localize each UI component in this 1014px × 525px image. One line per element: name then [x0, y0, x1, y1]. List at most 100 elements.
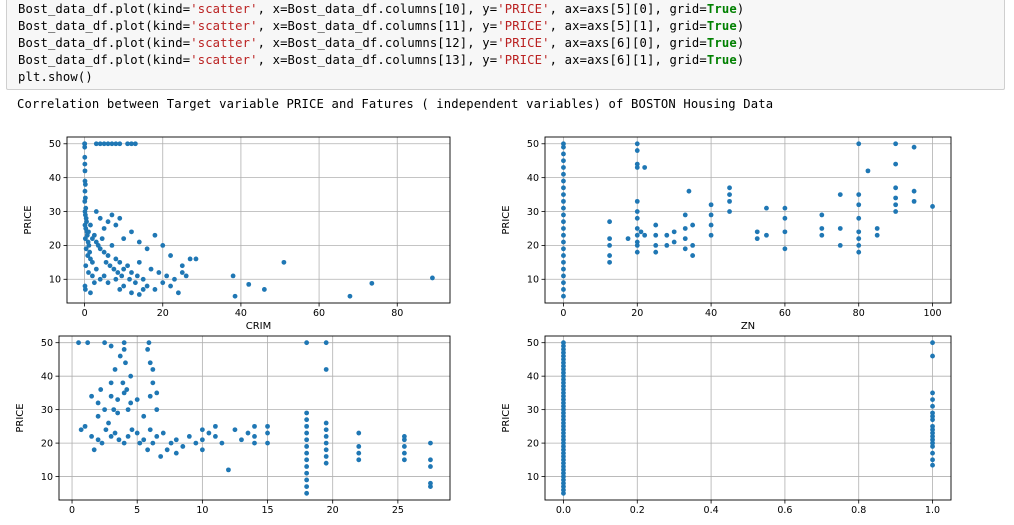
scatter-point [95, 413, 101, 419]
code-token: Bost_data_df.plot(kind= [18, 19, 191, 33]
scatter-point [561, 457, 566, 463]
scatter-point [634, 239, 640, 245]
x-tick-label: 10 [196, 505, 208, 516]
scatter-point [634, 215, 640, 221]
scatter-point [401, 450, 407, 456]
scatter-point [323, 434, 329, 439]
x-tick-label: 80 [853, 308, 865, 319]
scatter-point [856, 229, 862, 235]
scatter-point [856, 236, 862, 242]
scatter-point [164, 273, 170, 279]
scatter-point [105, 253, 111, 258]
scatter-point [607, 259, 612, 265]
scatter-point [129, 229, 134, 235]
scatter-point [561, 165, 566, 170]
scatter-point [129, 141, 134, 147]
scatter-point [82, 144, 88, 150]
scatter-point [117, 353, 123, 359]
scatter-point [561, 490, 566, 496]
scatter-point [113, 256, 119, 262]
y-tick-label: 50 [41, 338, 53, 349]
scatter-point [304, 430, 310, 436]
scatter-point [193, 440, 199, 446]
scatter-point [173, 450, 179, 456]
scatter-point [89, 434, 94, 439]
y-tick-label: 40 [527, 173, 539, 184]
scatter-point [634, 198, 640, 204]
code-keyword-token: True [706, 2, 737, 16]
scatter-point [561, 353, 566, 359]
scatter-point [82, 423, 88, 429]
scatter-point [634, 232, 640, 238]
scatter-point [90, 259, 95, 265]
y-tick-label: 50 [49, 139, 61, 150]
scatter-point [127, 276, 132, 282]
scatter-point [642, 232, 648, 238]
code-token: , ax=axs[6][1], grid= [549, 53, 707, 67]
scatter-point [179, 263, 185, 269]
scatter-point [428, 464, 433, 469]
scatter-point [123, 360, 128, 366]
scatter-point [856, 141, 862, 147]
scatter-point [561, 447, 566, 453]
scatter-point [561, 407, 566, 413]
scatter-point [819, 212, 825, 218]
scatter-point [86, 270, 91, 275]
code-line: Bost_data_df.plot(kind='scatter', x=Bost… [18, 1, 744, 18]
scatter-point [168, 253, 173, 258]
y-axis-label: PRICE [501, 205, 512, 234]
scatter-point [91, 280, 97, 286]
scatter-point [561, 444, 566, 449]
scatter-point [682, 246, 688, 252]
y-tick-label: 20 [527, 241, 539, 252]
y-tick-label: 40 [527, 371, 539, 382]
code-token: , ax=axs[5][1], grid= [549, 19, 707, 33]
scatter-point [109, 243, 115, 248]
scatter-point [625, 236, 631, 242]
scatter-point [664, 232, 670, 238]
scatter-point [146, 340, 152, 346]
axes-frame [66, 136, 451, 304]
code-cell[interactable]: Bost_data_df.plot(kind='scatter', x=Bost… [6, 0, 1005, 90]
scatter-point [754, 236, 760, 242]
scatter-point [561, 387, 566, 392]
scatter-point [561, 293, 566, 299]
scatter-point [304, 444, 310, 449]
scatter-point [561, 151, 566, 157]
scatter-point [115, 270, 121, 275]
scatter-point [561, 360, 566, 366]
scatter-point [112, 430, 118, 436]
scatter-point [561, 171, 566, 177]
scatter-point [108, 343, 114, 349]
y-axis-label: PRICE [23, 205, 34, 234]
scatter-point [160, 430, 166, 436]
scatter-point [856, 192, 862, 197]
scatter-point [561, 219, 566, 225]
scatter-point [304, 340, 310, 346]
scatter-point [76, 340, 81, 346]
scatter-point [682, 226, 688, 231]
scatter-point [561, 185, 566, 191]
scatter-point [179, 270, 185, 275]
scatter-point [727, 185, 732, 191]
scatter-point [93, 266, 99, 272]
scatter-point [690, 253, 696, 258]
scatter-point [304, 417, 310, 423]
scatter-point [874, 232, 880, 238]
scatter-point [152, 232, 158, 238]
scatter-point [158, 454, 164, 459]
scatter-point [561, 232, 566, 238]
scatter-point [111, 266, 117, 272]
scatter-point [930, 434, 935, 439]
scatter-point [121, 283, 127, 289]
scatter-point [111, 407, 117, 413]
scatter-point [561, 470, 566, 476]
scatter-point [561, 420, 566, 426]
scatter-point [121, 340, 127, 346]
scatter-point [837, 243, 843, 248]
scatter-point [561, 467, 566, 473]
scatter-point [121, 390, 127, 396]
scatter-point [930, 423, 935, 429]
scatter-point [137, 440, 143, 446]
scatter-point [109, 212, 115, 218]
